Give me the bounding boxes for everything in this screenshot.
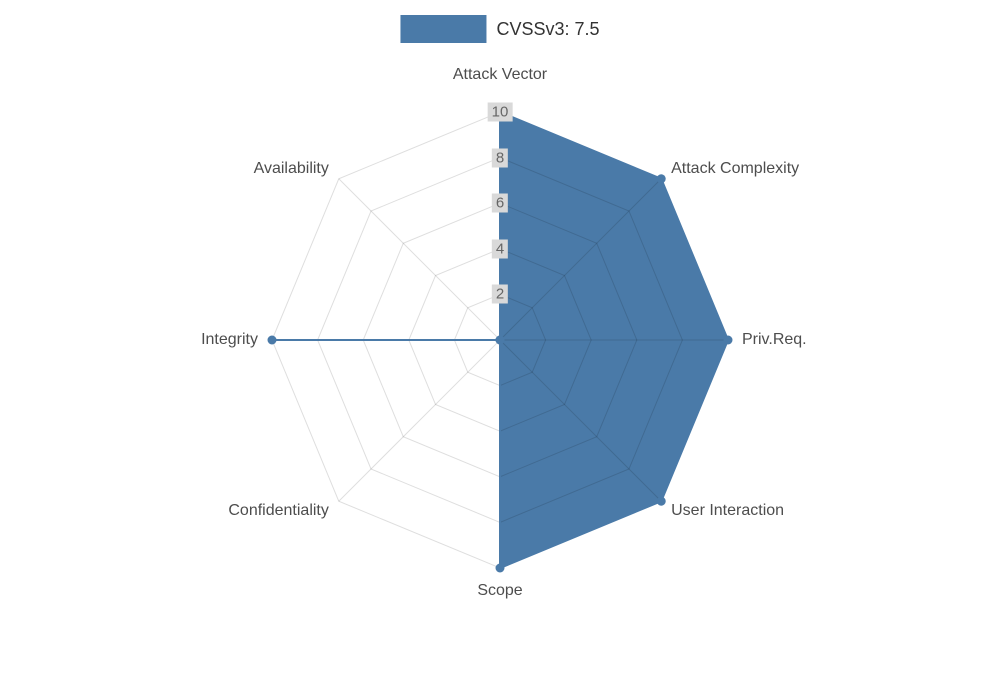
radial-tick-label: 2: [491, 284, 509, 304]
axis-label-priv-req: Priv.Req.: [742, 331, 807, 348]
axis-spoke: [499, 339, 662, 502]
series-point: [495, 335, 505, 345]
axis-spoke: [499, 178, 662, 341]
series-point: [267, 335, 277, 345]
axis-label-attack-complexity: Attack Complexity: [671, 159, 800, 177]
axis-label-availability: Availability: [253, 159, 329, 177]
axis-label-user-interaction: User Interaction: [671, 502, 785, 520]
axis-label-attack-vector: Attack Vector: [452, 66, 548, 83]
axis-spoke: [338, 339, 501, 502]
legend-label: CVSSv3: 7.5: [496, 18, 600, 39]
axis-spoke: [338, 178, 501, 341]
radial-tick-label: 4: [491, 239, 509, 259]
series-point: [723, 335, 733, 345]
axis-label-confidentiality: Confidentiality: [228, 502, 329, 520]
series-point: [656, 496, 666, 506]
series-point: [495, 563, 505, 573]
radial-tick-label: 6: [491, 193, 509, 213]
radial-tick-label: 8: [491, 148, 509, 168]
legend-swatch: [400, 15, 487, 43]
series-point: [656, 174, 666, 184]
axis-label-scope: Scope: [477, 582, 523, 599]
radial-tick-label: 10: [487, 102, 513, 122]
chart-legend: CVSSv3: 7.5: [400, 15, 600, 43]
axis-label-integrity: Integrity: [201, 331, 258, 348]
